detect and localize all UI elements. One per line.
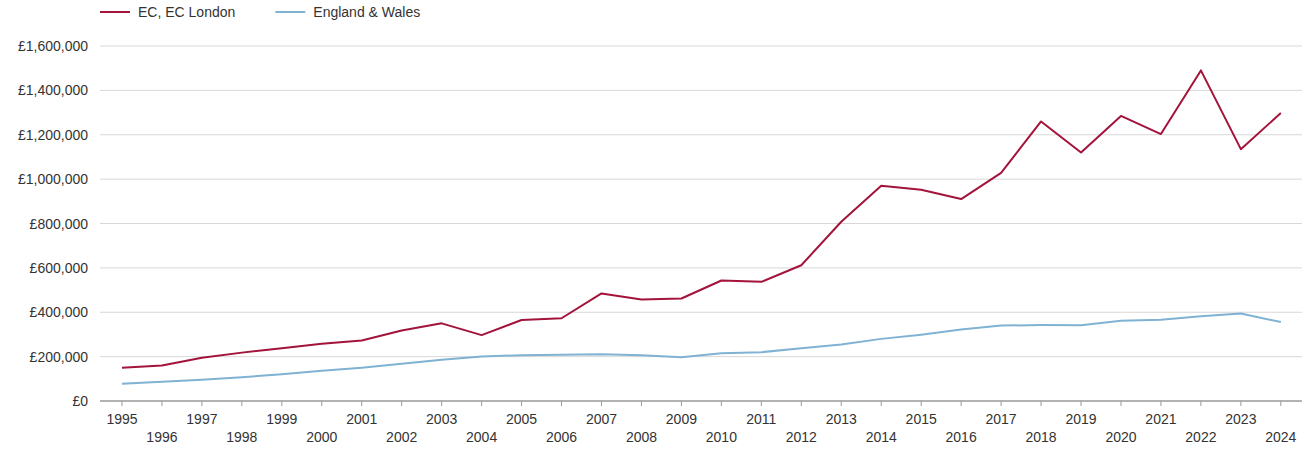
- x-tick-label: 1996: [146, 429, 177, 445]
- grid: [100, 46, 1302, 401]
- x-tick: [1001, 401, 1002, 406]
- x-tick: [1160, 401, 1161, 406]
- x-tick-label: 2009: [666, 411, 697, 427]
- x-tick: [881, 401, 882, 406]
- x-tick-label: 1999: [266, 411, 297, 427]
- x-tick-label: 2019: [1065, 411, 1096, 427]
- x-tick: [281, 401, 282, 406]
- chart: £0 £200,000 £400,000 £600,000 £800,000 £1,000…: [0, 0, 1305, 450]
- x-tick-label: 1998: [226, 429, 257, 445]
- x-tick-label: 2002: [386, 429, 417, 445]
- grid-line: [100, 267, 1302, 268]
- x-tick-label: 2011: [746, 411, 776, 427]
- x-tick: [961, 401, 962, 406]
- grid-line: [100, 312, 1302, 313]
- legend-swatch: [275, 11, 305, 13]
- x-tick: [441, 401, 442, 406]
- x-tick: [361, 401, 362, 406]
- x-tick: [1120, 401, 1121, 406]
- y-tick-label: £1,600,000: [18, 38, 88, 54]
- x-tick: [161, 401, 162, 406]
- x-tick: [721, 401, 722, 406]
- x-tick-label: 2014: [866, 429, 897, 445]
- x-tick: [601, 401, 602, 406]
- grid-line: [100, 90, 1302, 91]
- x-tick-label: 2013: [826, 411, 857, 427]
- grid-line: [100, 46, 1302, 47]
- grid-line: [100, 223, 1302, 224]
- x-tick-label: 1995: [106, 411, 137, 427]
- x-tick: [1081, 401, 1082, 406]
- y-tick-label: £800,000: [30, 216, 89, 232]
- y-tick-label: £1,400,000: [18, 82, 88, 98]
- x-tick: [121, 401, 122, 406]
- x-tick-label: 2008: [626, 429, 657, 445]
- x-tick-label: 2017: [986, 411, 1017, 427]
- y-tick-label: £200,000: [30, 349, 89, 365]
- x-tick: [921, 401, 922, 406]
- x-tick-label: 2000: [306, 429, 337, 445]
- y-tick-label: £1,200,000: [18, 127, 88, 143]
- x-tick: [561, 401, 562, 406]
- x-tick: [761, 401, 762, 406]
- x-tick: [521, 401, 522, 406]
- grid-line: [100, 134, 1302, 135]
- y-tick-label: £600,000: [30, 260, 89, 276]
- y-tick-label: £400,000: [30, 304, 89, 320]
- x-tick: [1240, 401, 1241, 406]
- x-tick: [321, 401, 322, 406]
- x-tick-label: 2001: [346, 411, 377, 427]
- legend-label: England & Wales: [313, 4, 420, 20]
- x-tick-label: 2021: [1145, 411, 1176, 427]
- x-axis-line: [100, 401, 1302, 402]
- x-tick-label: 2005: [506, 411, 537, 427]
- x-tick-label: 2015: [906, 411, 937, 427]
- plot-area: [122, 70, 1281, 383]
- x-tick: [241, 401, 242, 406]
- grid-line: [100, 179, 1302, 180]
- x-tick-label: 2010: [706, 429, 737, 445]
- x-tick: [681, 401, 682, 406]
- x-tick-label: 2024: [1265, 429, 1296, 445]
- legend-swatch: [100, 11, 130, 13]
- x-tick-label: 2012: [786, 429, 817, 445]
- x-tick-label: 2004: [466, 429, 497, 445]
- x-tick-label: 2022: [1185, 429, 1216, 445]
- x-tick: [1041, 401, 1042, 406]
- x-tick-label: 2023: [1225, 411, 1256, 427]
- x-tick-label: 2006: [546, 429, 577, 445]
- x-tick: [841, 401, 842, 406]
- x-tick: [1200, 401, 1201, 406]
- series-line: [122, 314, 1281, 384]
- x-tick-label: 2003: [426, 411, 457, 427]
- x-tick: [801, 401, 802, 406]
- x-tick-label: 2016: [946, 429, 977, 445]
- x-tick-label: 2007: [586, 411, 617, 427]
- x-tick-label: 2020: [1105, 429, 1136, 445]
- x-tick: [641, 401, 642, 406]
- legend-label: EC, EC London: [138, 4, 235, 20]
- y-tick-label: £1,000,000: [18, 171, 88, 187]
- y-tick-label: £0: [72, 393, 88, 409]
- x-tick: [401, 401, 402, 406]
- x-tick: [481, 401, 482, 406]
- legend: EC, EC London England & Wales: [100, 4, 420, 20]
- x-tick: [1280, 401, 1281, 406]
- grid-line: [100, 401, 1302, 402]
- x-tick: [201, 401, 202, 406]
- x-tick-label: 1997: [186, 411, 217, 427]
- x-tick-label: 2018: [1025, 429, 1056, 445]
